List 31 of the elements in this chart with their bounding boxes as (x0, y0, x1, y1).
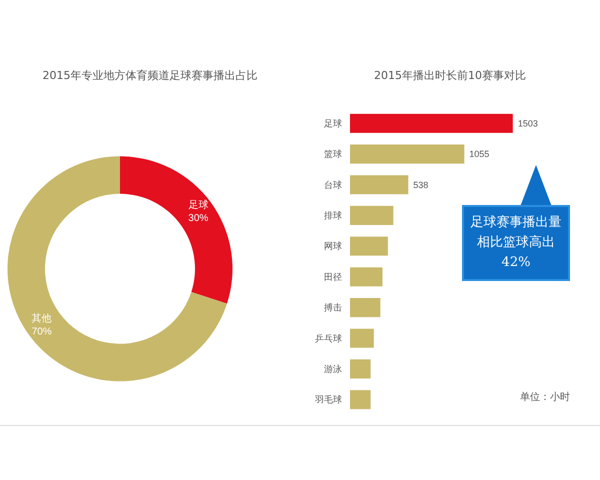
y-tick-label: 羽毛球 (315, 394, 342, 405)
data-label: 70% (32, 326, 52, 338)
y-tick-label: 网球 (324, 241, 342, 252)
bar (350, 328, 374, 348)
y-tick-label: 游泳 (324, 364, 342, 374)
data-label: 30% (188, 212, 208, 224)
bar (350, 390, 371, 410)
bar (350, 114, 513, 133)
annotation: 足球赛事播出量相比篮球高出42% (462, 205, 570, 281)
bar (350, 236, 388, 256)
y-tick-label: 篮球 (324, 149, 342, 160)
text: 单位：小时 (520, 390, 570, 404)
chart-title: 2015年播出时长前10赛事对比 (374, 69, 526, 82)
bar (350, 175, 408, 194)
bar (350, 144, 464, 164)
y-tick-label: 乒乓球 (315, 333, 342, 344)
y-tick-label: 田径 (324, 272, 342, 282)
data-label: 1055 (469, 149, 490, 160)
data-label: 538 (413, 180, 428, 190)
bar (350, 359, 371, 378)
slice-label: 足球 (188, 198, 208, 211)
bar (350, 206, 394, 225)
chart-title: 2015年专业地方体育频道足球赛事播出占比 (42, 69, 258, 82)
y-tick-label: 足球 (324, 118, 342, 128)
bar (350, 267, 382, 286)
bar (350, 298, 380, 318)
y-tick-label: 搏击 (324, 302, 342, 313)
slice-label: 其他 (32, 312, 52, 325)
y-tick-label: 排球 (324, 210, 342, 220)
data-label: 1503 (518, 118, 538, 128)
y-tick-label: 台球 (324, 180, 342, 190)
